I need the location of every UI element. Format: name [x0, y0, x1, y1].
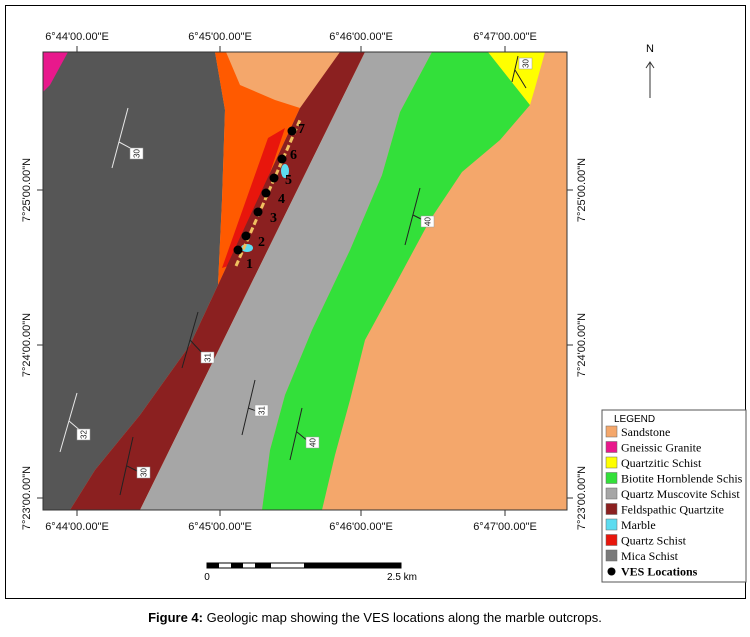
legend-label: Gneissic Granite: [621, 441, 701, 455]
legend-swatch: [605, 472, 618, 484]
unit-marble: [281, 164, 289, 178]
dip-label: 31: [204, 353, 213, 362]
strike-dip-symbols-dark: [119, 55, 527, 496]
legend-ves-dot: [607, 567, 616, 576]
scale-bar: 0 2.5 km: [204, 562, 417, 583]
unit-mica-schist: [43, 52, 225, 510]
bottom-tick-label: 6°47'00.00"E: [473, 521, 537, 533]
ves-dot: [269, 173, 279, 183]
legend-label: Quartz Schist: [621, 534, 687, 548]
dip-label: 40: [309, 438, 318, 447]
ves-label: 4: [278, 192, 285, 207]
ves-label: 1: [246, 257, 253, 272]
legend: LEGEND Sandstone Gneissic GraniteQuartzit…: [601, 409, 747, 583]
ves-dot: [241, 231, 251, 241]
right-tick-label: 7°25'00.00"N: [576, 158, 588, 222]
ves-dot: [253, 207, 263, 217]
legend-swatch: [605, 487, 618, 500]
legend-swatch: [605, 456, 618, 469]
figure-caption: Figure 4: Geologic map showing the VES l…: [0, 610, 750, 625]
bottom-longitude-ticks: 6°44'00.00"E 6°45'00.00"E 6°46'00.00"E 6°47…: [45, 510, 537, 533]
legend-swatch: [605, 549, 618, 562]
dip-label: 40: [424, 217, 433, 226]
north-label: N: [646, 43, 654, 55]
unit-biotite-hornblende-schist: [262, 52, 530, 510]
top-tick-label: 6°47'00.00"E: [473, 31, 537, 43]
legend-label: VES Locations: [621, 565, 698, 579]
north-arrow: N: [645, 43, 655, 98]
top-tick-label: 6°46'00.00"E: [329, 31, 393, 43]
dip-label: 32: [80, 430, 89, 439]
bottom-tick-label: 6°44'00.00"E: [45, 521, 109, 533]
legend-swatch: [605, 425, 618, 438]
right-tick-label: 7°23'00.00"N: [576, 466, 588, 530]
legend-swatch: [605, 441, 618, 453]
ves-dot: [287, 126, 297, 136]
ves-label: 3: [270, 211, 277, 226]
legend-title: LEGEND: [614, 414, 655, 425]
ves-dot: [233, 245, 243, 255]
ves-label: 7: [298, 122, 305, 137]
left-tick-label: 7°23'00.00"N: [21, 466, 33, 530]
dip-label: 30: [522, 59, 531, 68]
dip-label: 30: [133, 149, 142, 158]
legend-label: Marble: [621, 518, 656, 532]
legend-label: Biotite Hornblende Schis: [621, 472, 743, 486]
legend-swatch: [605, 518, 618, 531]
legend-label: Sandstone: [621, 425, 670, 439]
legend-swatch: [605, 534, 618, 546]
dip-label: 31: [258, 406, 267, 415]
unit-quartz-muscovite-schist: [140, 52, 432, 510]
top-longitude-ticks: 6°44'00.00"E 6°45'00.00"E 6°46'00.00"E 6°47…: [45, 31, 537, 52]
caption-label: Figure 4:: [148, 610, 203, 625]
dip-label-boxes: [76, 57, 533, 479]
ves-dot: [261, 188, 271, 198]
top-tick-label: 6°44'00.00"E: [45, 31, 109, 43]
legend-swatch: [605, 503, 618, 515]
legend-label: Feldspathic Quartzite: [621, 503, 724, 517]
bottom-tick-label: 6°46'00.00"E: [329, 521, 393, 533]
unit-quartz-schist: [222, 128, 285, 268]
left-tick-label: 7°25'00.00"N: [21, 158, 33, 222]
bottom-tick-label: 6°45'00.00"E: [188, 521, 252, 533]
right-tick-label: 7°24'00.00"N: [576, 313, 588, 377]
caption-text: Geologic map showing the VES locations a…: [203, 610, 602, 625]
unit-gneissic-granite: [43, 52, 68, 92]
ves-label: 5: [285, 173, 292, 188]
ves-label: 2: [258, 235, 265, 250]
unit-feldspathic-quartzite: [70, 52, 365, 510]
map-border: [42, 51, 568, 511]
scale-start-label: 0: [204, 572, 210, 583]
legend-label: Mica Schist: [621, 549, 679, 563]
right-latitude-ticks: 7°25'00.00"N 7°24'00.00"N 7°23'00.00"N: [567, 158, 588, 530]
dip-label: 30: [140, 468, 149, 477]
ves-label: 6: [290, 148, 297, 163]
left-tick-label: 7°24'00.00"N: [21, 313, 33, 377]
top-tick-label: 6°45'00.00"E: [188, 31, 252, 43]
legend-label: Quartzitic Schist: [621, 456, 702, 470]
ves-dot: [277, 154, 287, 164]
left-latitude-ticks: 7°25'00.00"N 7°24'00.00"N 7°23'00.00"N: [21, 158, 43, 530]
legend-label: Quartz Muscovite Schist: [621, 487, 740, 501]
scale-end-label: 2.5 km: [387, 572, 417, 583]
